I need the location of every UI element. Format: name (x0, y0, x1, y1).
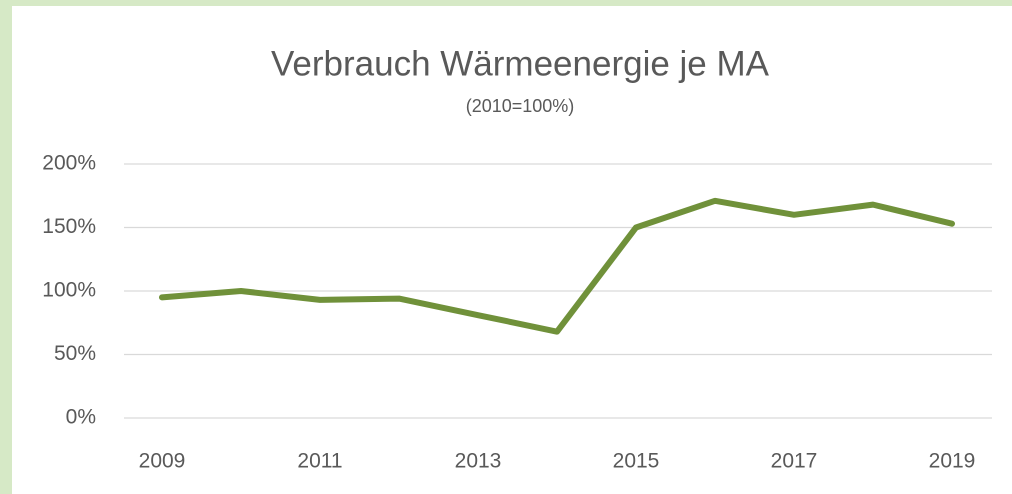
y-tick-label: 200% (42, 152, 96, 175)
chart-subtitle: (2010=100%) (466, 96, 575, 116)
x-tick-label: 2019 (929, 450, 976, 473)
x-tick-label: 2011 (297, 450, 342, 473)
data-line (159, 197, 955, 335)
y-tick-label: 150% (42, 215, 96, 238)
y-tick-label: 0% (66, 406, 96, 429)
x-tick-label: 2009 (139, 450, 186, 473)
x-tick-label: 2013 (455, 450, 502, 473)
y-tick-label: 100% (42, 279, 96, 302)
chart-background (12, 6, 1012, 494)
x-tick-label: 2017 (771, 450, 818, 473)
chart-title: Verbrauch Wärmeenergie je MA (271, 44, 770, 83)
y-tick-label: 50% (54, 342, 96, 365)
x-tick-label: 2015 (613, 450, 660, 473)
